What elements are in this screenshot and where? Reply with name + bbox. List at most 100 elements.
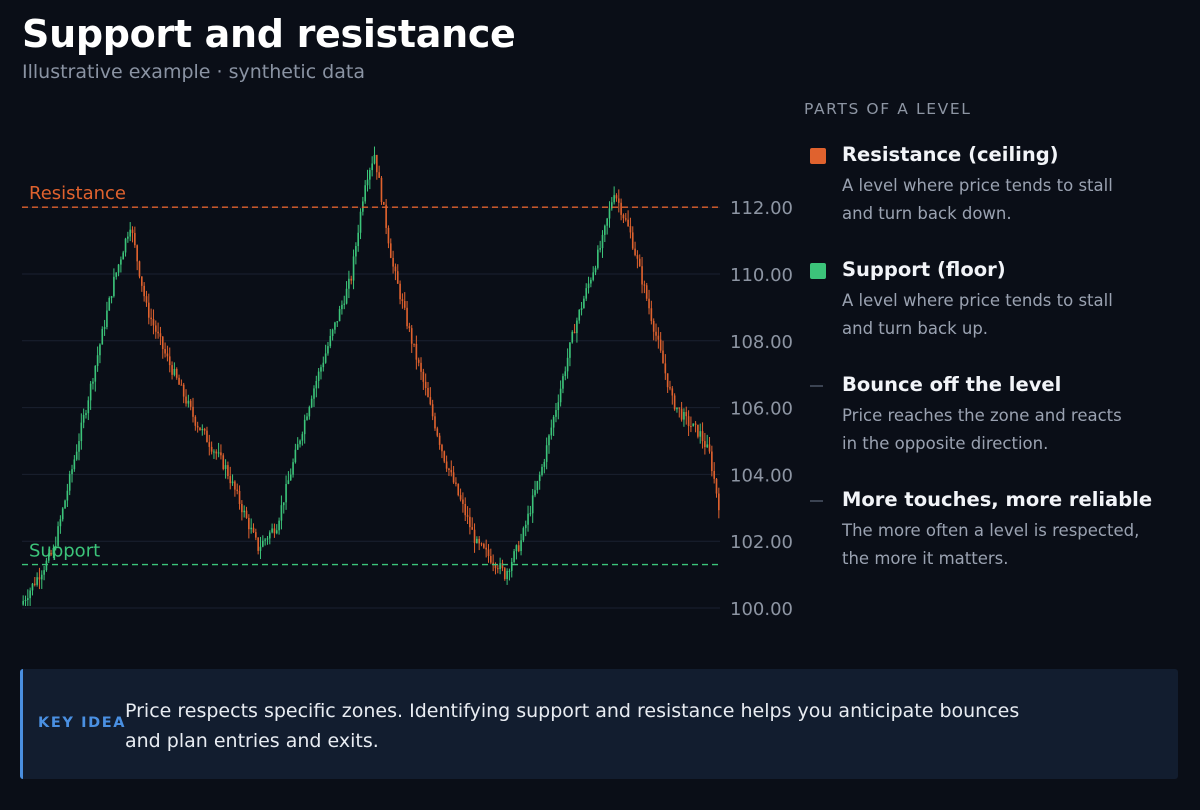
y-tick-label: 102.00 [730, 532, 793, 553]
candle-body [708, 444, 711, 452]
candle-body [199, 427, 201, 431]
legend-heading: PARTS OF A LEVEL [804, 100, 972, 118]
candle-body [376, 154, 378, 173]
candle-body [485, 547, 487, 550]
candle-body [643, 284, 646, 286]
candle-body [150, 317, 152, 320]
candle-body [127, 236, 129, 239]
candle-body [115, 272, 118, 277]
resistance-level-label: Resistance [29, 183, 126, 204]
candle-body [61, 508, 64, 520]
candle-body [715, 478, 718, 494]
candle-body [206, 430, 208, 443]
candle-body [629, 226, 632, 233]
candle-body [306, 416, 308, 420]
candle-body [443, 451, 446, 462]
candle-body [185, 396, 187, 404]
candle-body [538, 474, 541, 482]
candle-body [536, 481, 539, 491]
legend-item-title: Bounce off the level [842, 373, 1062, 396]
candle-body [310, 398, 313, 408]
candle-body [124, 238, 127, 253]
candle-body [457, 483, 460, 496]
y-tick-label: 100.00 [730, 599, 793, 620]
candle-body [387, 227, 390, 244]
candlestick-chart: 100.00 102.00 104.00 106.00 108.00 110.00 112.… [22, 146, 793, 620]
candle-body [401, 299, 404, 302]
candle-body [308, 407, 311, 417]
candle-body [324, 353, 327, 363]
candle-body [492, 562, 494, 565]
candle-body [248, 517, 250, 530]
candle-body [552, 416, 555, 428]
candle-body [192, 406, 194, 417]
candle-body [617, 198, 620, 203]
candle-body [496, 568, 499, 570]
candle-body [515, 545, 518, 552]
candle-body [275, 530, 278, 534]
candle-body [285, 483, 287, 503]
candle-body [236, 489, 239, 491]
candle-body [75, 451, 78, 460]
candle-body [268, 532, 271, 539]
candle-body [478, 538, 481, 544]
candle-body [569, 342, 571, 358]
candle-body [699, 431, 702, 437]
key-idea-text: Price respects specific zones. Identifyi… [125, 700, 1020, 752]
candle-body [322, 362, 325, 368]
candle-body [531, 495, 534, 514]
candle-body [313, 388, 315, 399]
candle-body [657, 335, 660, 340]
page-subtitle: Illustrative example · synthetic data [22, 61, 365, 83]
legend-panel: PARTS OF A LEVEL Resistance (ceiling) A … [804, 100, 1184, 600]
candle-body [613, 195, 615, 203]
legend-item-support: Support (floor) A level where price tend… [804, 255, 1184, 370]
candle-body [110, 296, 113, 298]
candle-body [40, 574, 43, 580]
candle-body [331, 329, 334, 336]
candle-body [289, 474, 292, 481]
candle-body [690, 426, 692, 428]
candle-body [280, 505, 283, 521]
resistance-swatch-icon [810, 148, 826, 164]
candle-body [131, 229, 134, 234]
legend-item-title: Support (floor) [842, 258, 1006, 281]
candle-body [82, 414, 85, 423]
candle-body [189, 400, 192, 407]
candle-body [71, 469, 73, 475]
candle-body [641, 266, 643, 285]
candle-body [403, 301, 406, 308]
candle-body [692, 423, 695, 427]
legend-item-desc: Price reaches the zone and reacts in the… [842, 406, 1122, 453]
candle-body [182, 384, 185, 397]
candle-body [273, 528, 276, 534]
candle-body [252, 527, 255, 533]
candle-body [545, 445, 548, 462]
candle-body [524, 524, 527, 529]
candle-body [294, 449, 297, 463]
candle-body [490, 556, 492, 563]
candle-body [54, 545, 57, 549]
key-idea-callout: KEY IDEA Price respects specific zones. … [20, 669, 1178, 779]
candle-body [33, 583, 36, 585]
candle-body [329, 335, 332, 347]
candle-body [550, 427, 553, 436]
candle-body [143, 285, 145, 297]
key-idea-label: KEY IDEA [38, 715, 127, 731]
candle-body [164, 349, 166, 354]
candle-body [87, 400, 90, 414]
candle-body [424, 381, 427, 388]
candle-body [345, 288, 348, 304]
candle-body [450, 469, 453, 473]
candle-body [171, 365, 173, 375]
support-level-label: Support [29, 541, 100, 562]
candle-body [624, 218, 627, 220]
candle-body [713, 471, 715, 479]
candle-body [255, 532, 257, 538]
candle-body [631, 232, 634, 249]
candle-body [687, 416, 690, 427]
candle-body [576, 320, 578, 334]
candle-body [341, 304, 343, 310]
candle-body [338, 309, 341, 322]
candle-body [266, 538, 269, 540]
